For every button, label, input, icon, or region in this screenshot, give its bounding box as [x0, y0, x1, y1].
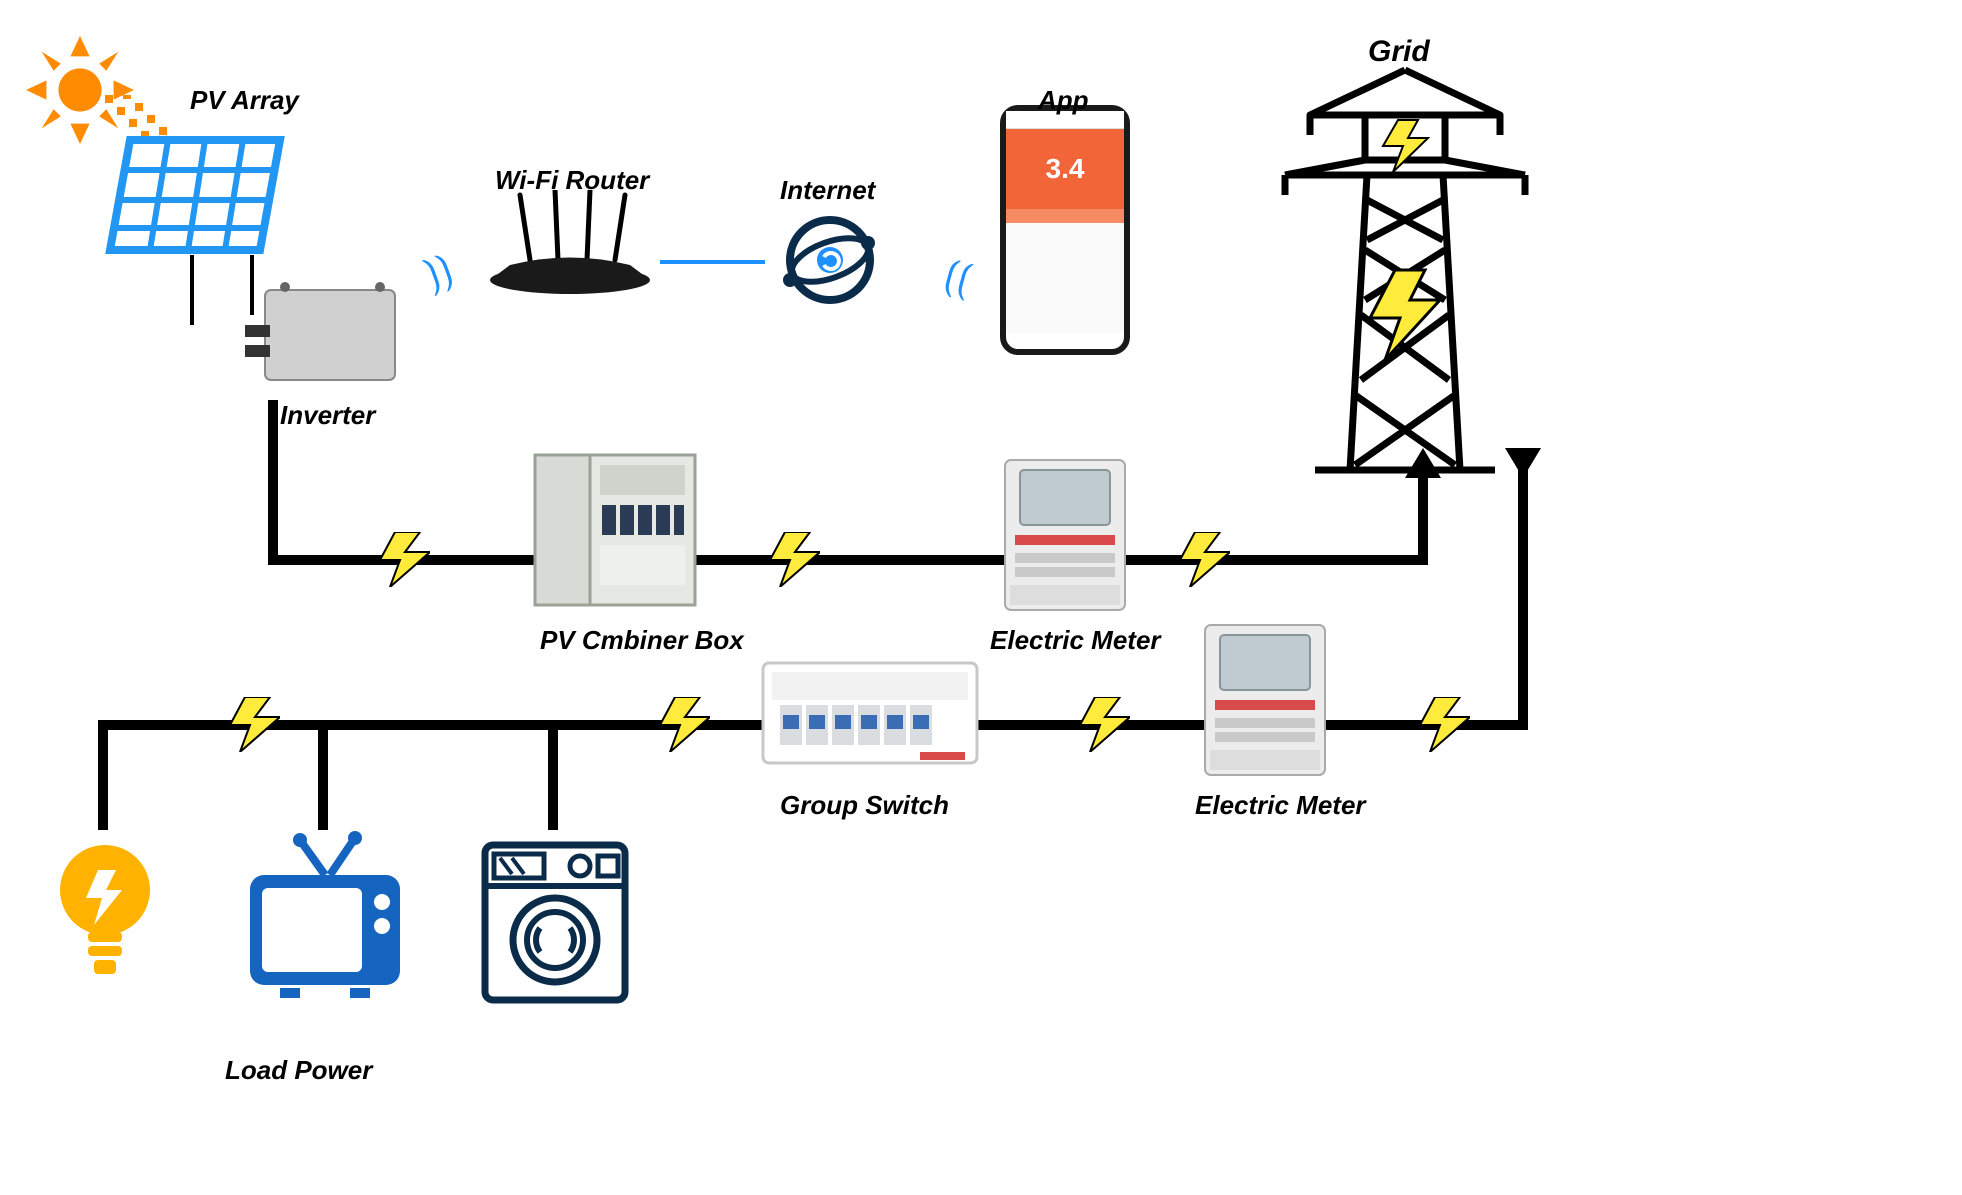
inverter-icon	[245, 275, 405, 395]
lightning-icon	[1080, 697, 1130, 752]
lightning-icon	[230, 697, 280, 752]
wire	[660, 260, 765, 264]
electric-meter2-label: Electric Meter	[1195, 790, 1366, 821]
electric-meter-icon	[1200, 620, 1330, 785]
pv-panel-icon	[105, 130, 285, 260]
internet-label: Internet	[780, 175, 875, 206]
phone-app: 3.4	[1000, 105, 1130, 355]
wifi-signal-icon: ⟯⟯	[940, 252, 977, 302]
load-power-label: Load Power	[225, 1055, 372, 1086]
wire	[548, 720, 558, 830]
wifi-router-label: Wi-Fi Router	[495, 165, 649, 196]
wire	[268, 555, 1428, 565]
wire	[98, 720, 108, 830]
group-switch-icon	[760, 660, 980, 770]
electric-meter-icon	[1000, 455, 1130, 620]
lightning-icon	[770, 532, 820, 587]
app-value: 3.4	[1046, 153, 1085, 185]
grid-label: Grid	[1368, 35, 1430, 69]
wifi-router-icon	[480, 190, 660, 310]
washing-machine-icon	[480, 840, 630, 1010]
lightning-icon	[380, 532, 430, 587]
internet-icon	[770, 205, 890, 325]
grid-tower-icon	[1255, 60, 1555, 480]
wire	[318, 720, 328, 830]
combiner-box-icon	[530, 450, 700, 620]
lightning-icon	[1180, 532, 1230, 587]
lightning-icon	[660, 697, 710, 752]
wire	[190, 255, 194, 325]
wire	[1418, 465, 1428, 565]
tv-icon	[240, 830, 410, 1000]
electric-meter1-label: Electric Meter	[990, 625, 1161, 656]
inverter-label: Inverter	[280, 400, 375, 431]
wire	[268, 400, 278, 560]
wifi-signal-icon: ⟯⟯	[418, 247, 458, 298]
app-label: App	[1038, 85, 1089, 116]
group-switch-label: Group Switch	[780, 790, 949, 821]
lightbulb-icon	[50, 840, 160, 990]
pv-combiner-label: PV Cmbiner Box	[540, 625, 744, 656]
pv-array-label: PV Array	[190, 85, 299, 116]
lightning-icon	[1420, 697, 1470, 752]
wire	[1518, 465, 1528, 730]
